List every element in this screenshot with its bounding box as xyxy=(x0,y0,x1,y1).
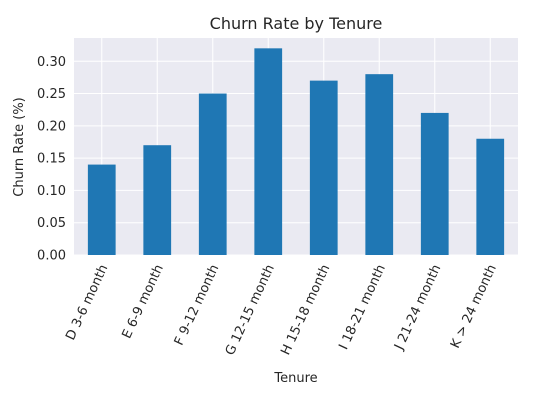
x-tick-label: J 21-24 month xyxy=(391,262,444,353)
bar xyxy=(198,93,227,256)
y-tick-label: 0.05 xyxy=(37,216,66,231)
bar xyxy=(476,138,505,255)
y-tick-label: 0.15 xyxy=(37,152,66,167)
y-tick-label: 0.25 xyxy=(37,87,66,102)
bar xyxy=(365,74,394,256)
y-tick-label: 0.00 xyxy=(37,249,66,264)
bar xyxy=(143,145,172,255)
bars-group xyxy=(87,48,505,256)
x-tick-label: K > 24 month xyxy=(448,262,500,350)
y-tick-label: 0.30 xyxy=(37,55,66,70)
x-tick-label: I 18-21 month xyxy=(336,262,389,352)
x-tick-label: D 3-6 month xyxy=(63,262,111,342)
x-tick-label: E 6-9 month xyxy=(120,262,167,341)
x-tick-label: G 12-15 month xyxy=(223,262,278,357)
y-tick-labels: 0.00 0.05 0.10 0.15 0.20 0.25 0.30 xyxy=(37,55,66,264)
x-tick-label: H 15-18 month xyxy=(278,262,333,357)
bar xyxy=(420,112,449,256)
bar xyxy=(87,164,116,255)
y-tick-label: 0.20 xyxy=(37,119,66,134)
bar xyxy=(309,80,338,255)
bar xyxy=(254,48,283,256)
y-tick-label: 0.10 xyxy=(37,184,66,199)
x-tick-label: F 9-12 month xyxy=(172,262,223,348)
chart-title: Churn Rate by Tenure xyxy=(210,14,383,33)
x-tick-labels: D 3-6 month E 6-9 month F 9-12 month G 12-1… xyxy=(63,262,500,357)
x-axis-label: Tenure xyxy=(273,371,317,386)
y-axis-label: Churn Rate (%) xyxy=(12,97,27,196)
